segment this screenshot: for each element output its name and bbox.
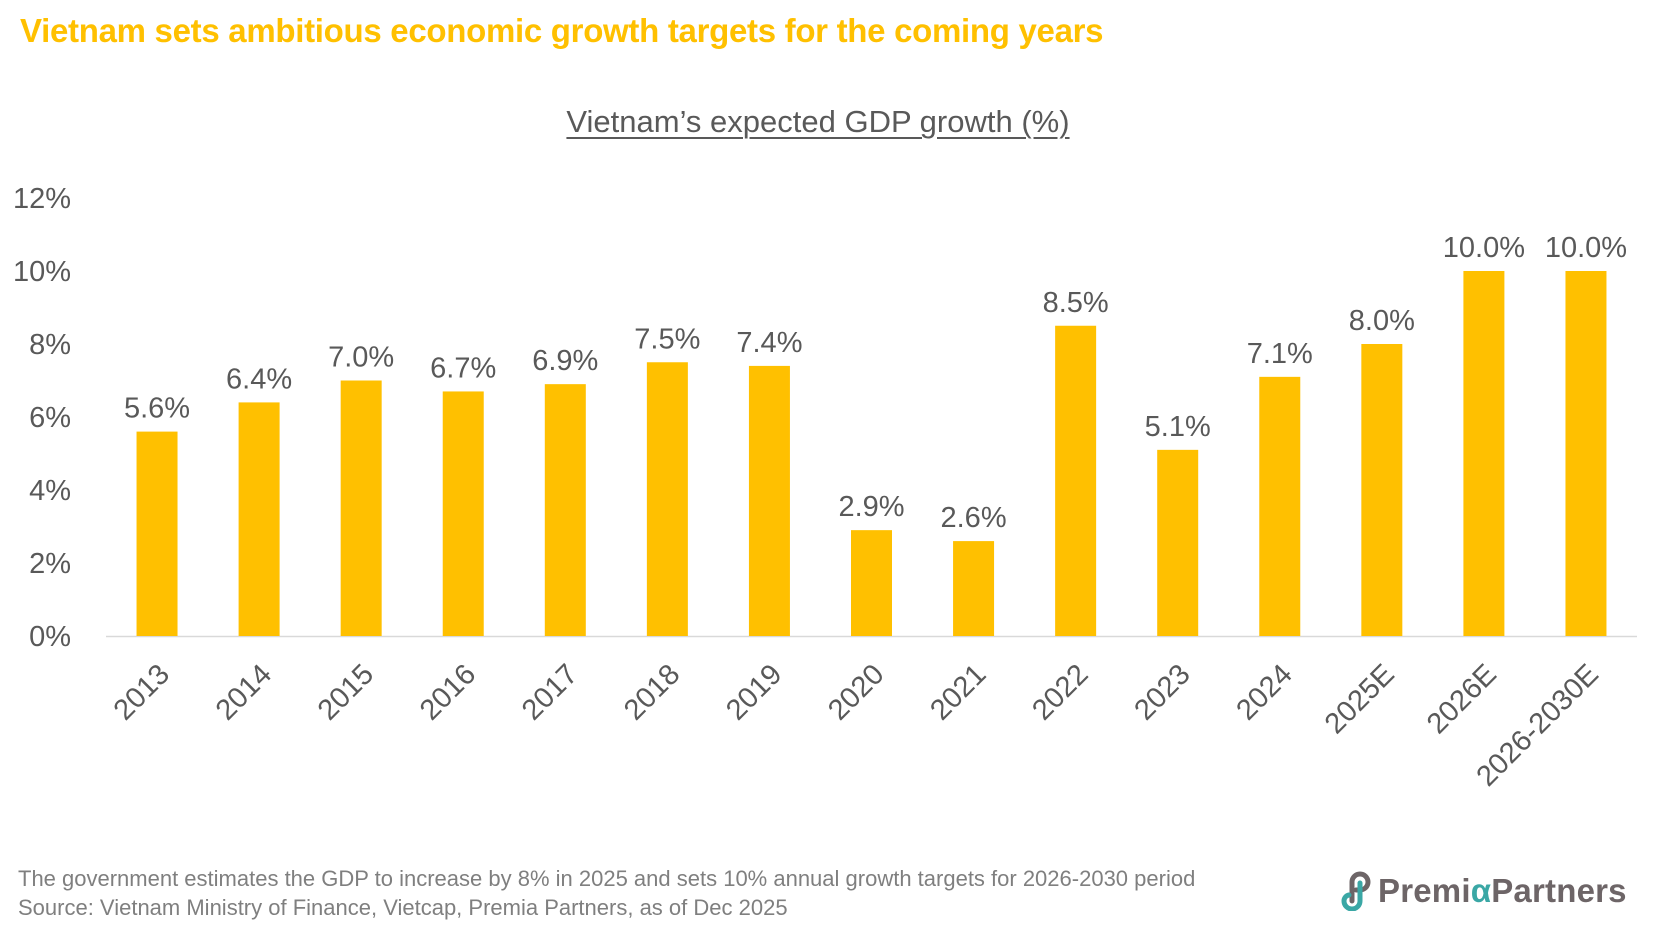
bar-2026-2030E [1565, 271, 1607, 636]
x-tick-label: 2025E [1319, 658, 1401, 740]
x-tick-label: 2023 [1128, 658, 1196, 726]
data-label: 2.6% [941, 502, 1007, 534]
y-tick-label: 4% [29, 475, 71, 507]
data-label: 7.1% [1247, 338, 1313, 370]
y-tick-label: 10% [13, 256, 71, 288]
bar-2026E [1463, 271, 1505, 636]
x-tick-label: 2013 [108, 658, 176, 726]
page-title: Vietnam sets ambitious economic growth t… [20, 12, 1104, 49]
premia-partners-logo: PremiαPartners [1340, 870, 1627, 912]
y-tick-label: 12% [13, 183, 71, 215]
logo-text-premi: Premi [1378, 872, 1471, 909]
y-tick-label: 2% [29, 548, 71, 580]
data-label: 7.5% [634, 323, 700, 355]
data-label: 8.0% [1349, 305, 1415, 337]
data-label: 7.0% [328, 342, 394, 374]
x-tick-label: 2022 [1026, 658, 1094, 726]
logo-text-partners: Partners [1491, 872, 1627, 909]
y-tick-label: 8% [29, 329, 71, 361]
x-tick-label: 2017 [516, 658, 584, 726]
x-axis: 2013 2014 2015 2016 2017 2018 2019 2020 2021 2022… [108, 658, 1605, 792]
bar-2023 [1157, 449, 1199, 636]
bar-2021 [953, 541, 995, 636]
premia-logo-icon [1341, 871, 1371, 911]
data-label: 6.7% [430, 352, 496, 384]
logo-wordmark: PremiαPartners [1378, 872, 1627, 910]
data-label: 8.5% [1043, 287, 1109, 319]
data-label: 10.0% [1443, 232, 1525, 264]
bar-2013 [136, 431, 178, 636]
bar-2018 [646, 362, 688, 636]
bar-2024 [1259, 376, 1301, 636]
data-label: 5.6% [124, 393, 190, 425]
bar-2016 [442, 391, 484, 636]
x-tick-label: 2026E [1421, 658, 1503, 740]
bar-2014 [238, 402, 280, 636]
y-tick-label: 6% [29, 402, 71, 434]
data-label: 7.4% [736, 327, 802, 359]
bar-2025E [1361, 344, 1403, 636]
bar-2015 [340, 380, 382, 636]
bar-2017 [544, 384, 586, 636]
bar-2020 [851, 530, 892, 636]
footnote-text: The government estimates the GDP to incr… [18, 866, 1196, 891]
data-labels: 5.6% 6.4% 7.0% 6.7% 6.9% 7.5% 7.4% 2.9% 2.6% 8.5%… [124, 232, 1627, 534]
bars [136, 271, 1607, 636]
x-tick-label: 2014 [210, 658, 278, 726]
x-tick-label: 2018 [618, 658, 686, 726]
data-label: 6.4% [226, 363, 292, 395]
data-label: 10.0% [1545, 232, 1627, 264]
chart-title: Vietnam’s expected GDP growth (%) [566, 104, 1070, 139]
y-tick-label: 0% [29, 621, 71, 653]
y-axis: 0% 2% 4% 6% 8% 10% 12% [13, 183, 71, 653]
bar-2022 [1055, 325, 1097, 636]
bar-chart: 0% 2% 4% 6% 8% 10% 12% 5.6% 6.4% 7.0% 6.7% 6.9% 7.5… [13, 183, 1637, 793]
x-tick-label: 2020 [822, 658, 890, 726]
x-tick-label: 2016 [414, 658, 482, 726]
data-label: 2.9% [838, 491, 904, 523]
x-tick-label: 2024 [1230, 658, 1298, 726]
data-label: 6.9% [532, 345, 598, 377]
x-tick-label: 2019 [720, 658, 788, 726]
logo-text-alpha: α [1470, 872, 1492, 909]
data-label: 5.1% [1145, 411, 1211, 443]
source-text: Source: Vietnam Ministry of Finance, Vie… [18, 895, 788, 920]
bar-2019 [748, 365, 790, 636]
x-tick-label: 2015 [312, 658, 380, 726]
x-tick-label: 2021 [924, 658, 992, 726]
